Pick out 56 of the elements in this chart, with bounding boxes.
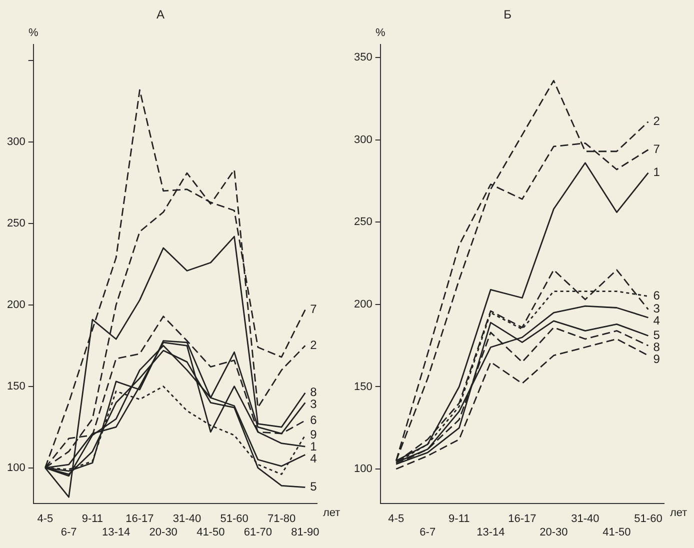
series-label: 7 bbox=[310, 302, 318, 316]
x-tick-label: 16-17 bbox=[126, 513, 154, 526]
x-tick-label: 13-14 bbox=[476, 526, 505, 538]
series-label: 1 bbox=[653, 165, 660, 180]
series-label: 3 bbox=[653, 302, 660, 316]
x-tick-label: 20-30 bbox=[149, 526, 178, 538]
series-label: 8 bbox=[310, 385, 318, 400]
x-tick-label: 4-5 bbox=[388, 513, 404, 526]
x-tick-label: 9-11 bbox=[82, 513, 104, 526]
series-label: 8 bbox=[653, 340, 660, 354]
x-tick-label: 41-50 bbox=[196, 526, 225, 538]
x-tick-label: 4-5 bbox=[37, 513, 54, 526]
y-tick-label: 250 bbox=[354, 216, 372, 228]
y-axis-title: % bbox=[28, 26, 38, 39]
y-axis-title: % bbox=[375, 26, 386, 39]
series-label: 6 bbox=[310, 412, 318, 427]
x-tick-label: 71-80 bbox=[267, 513, 296, 526]
x-tick-label: 9-11 bbox=[448, 513, 470, 526]
y-tick-label: 350 bbox=[354, 52, 372, 64]
x-tick-label: 51-60 bbox=[220, 513, 248, 526]
y-tick-label: 200 bbox=[6, 298, 26, 311]
x-tick-label: 16-17 bbox=[508, 513, 536, 526]
series-label: 4 bbox=[653, 314, 660, 328]
series-label: 9 bbox=[653, 352, 660, 366]
x-tick-label: 41-50 bbox=[602, 526, 631, 538]
x-tick-label: 31-40 bbox=[571, 513, 600, 526]
y-tick-label: 300 bbox=[354, 134, 372, 146]
y-tick-label: 100 bbox=[6, 462, 26, 474]
series-label: 9 bbox=[310, 428, 318, 442]
x-tick-label: 81-90 bbox=[291, 526, 320, 538]
series-label: 5 bbox=[310, 480, 318, 494]
x-axis-title: лет bbox=[670, 507, 688, 520]
x-tick-label: 13-14 bbox=[102, 526, 130, 538]
x-tick-label: 51-60 bbox=[634, 513, 662, 526]
x-tick-label: 6-7 bbox=[60, 526, 77, 538]
y-tick-label: 250 bbox=[6, 218, 26, 230]
y-tick-label: 150 bbox=[354, 380, 372, 393]
series-label: 3 bbox=[310, 397, 318, 412]
chart-title: А bbox=[156, 8, 165, 22]
x-tick-label: 6-7 bbox=[420, 526, 436, 538]
series-label: 4 bbox=[310, 452, 318, 466]
series-label: 2 bbox=[653, 114, 660, 128]
series-label: 5 bbox=[653, 328, 660, 342]
x-tick-label: 61-70 bbox=[244, 526, 272, 538]
series-label: 2 bbox=[310, 338, 318, 352]
chart-title: Б bbox=[504, 8, 512, 22]
series-label: 6 bbox=[653, 288, 660, 303]
y-tick-label: 100 bbox=[354, 463, 372, 476]
series-label: 1 bbox=[310, 440, 318, 454]
y-tick-label: 300 bbox=[6, 136, 26, 148]
y-tick-label: 150 bbox=[6, 380, 26, 392]
series-label: 7 bbox=[653, 142, 660, 156]
y-tick-label: 200 bbox=[354, 298, 372, 310]
x-tick-label: 31-40 bbox=[172, 513, 202, 526]
x-axis-title: лет bbox=[323, 507, 340, 520]
x-tick-label: 20-30 bbox=[540, 526, 568, 538]
